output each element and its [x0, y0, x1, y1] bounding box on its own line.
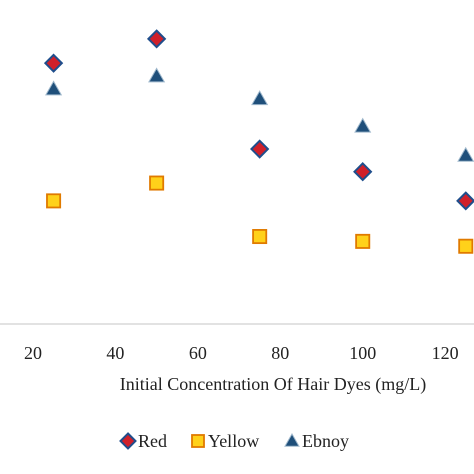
red-point: [43, 53, 64, 73]
x-tick-labels: 20 40 60 80 100 120: [24, 343, 459, 363]
x-tick-label: 20: [24, 343, 42, 363]
ebnoy-point: [148, 67, 166, 83]
red-point: [456, 191, 474, 211]
ebnoy-point: [354, 117, 372, 133]
yellow-point: [355, 233, 371, 249]
legend-yellow-label: Yellow: [208, 431, 259, 451]
yellow-point: [458, 238, 474, 254]
legend-red-label: Red: [138, 431, 167, 451]
ebnoy-point: [251, 90, 269, 106]
x-tick-label: 60: [189, 343, 207, 363]
ebnoy-point: [45, 80, 63, 96]
red-point: [250, 139, 270, 159]
yellow-point: [149, 175, 165, 191]
x-tick-label: 120: [432, 343, 459, 363]
legend-ebnoy-marker: [284, 432, 300, 447]
x-axis-label: Initial Concentration Of Hair Dyes (mg/L…: [120, 374, 426, 395]
red-point: [353, 162, 373, 182]
yellow-point: [252, 229, 268, 245]
x-tick-label: 80: [271, 343, 289, 363]
plot-points: [43, 29, 474, 254]
legend-red-marker: [119, 432, 137, 450]
x-tick-label: 100: [349, 343, 376, 363]
legend-ebnoy-label: Ebnoy: [302, 431, 349, 451]
x-tick-label: 40: [106, 343, 124, 363]
legend: Red Yellow Ebnoy: [119, 431, 349, 451]
red-point: [146, 29, 167, 49]
legend-yellow-marker: [191, 434, 205, 448]
ebnoy-point: [457, 146, 474, 162]
yellow-point: [46, 193, 62, 209]
